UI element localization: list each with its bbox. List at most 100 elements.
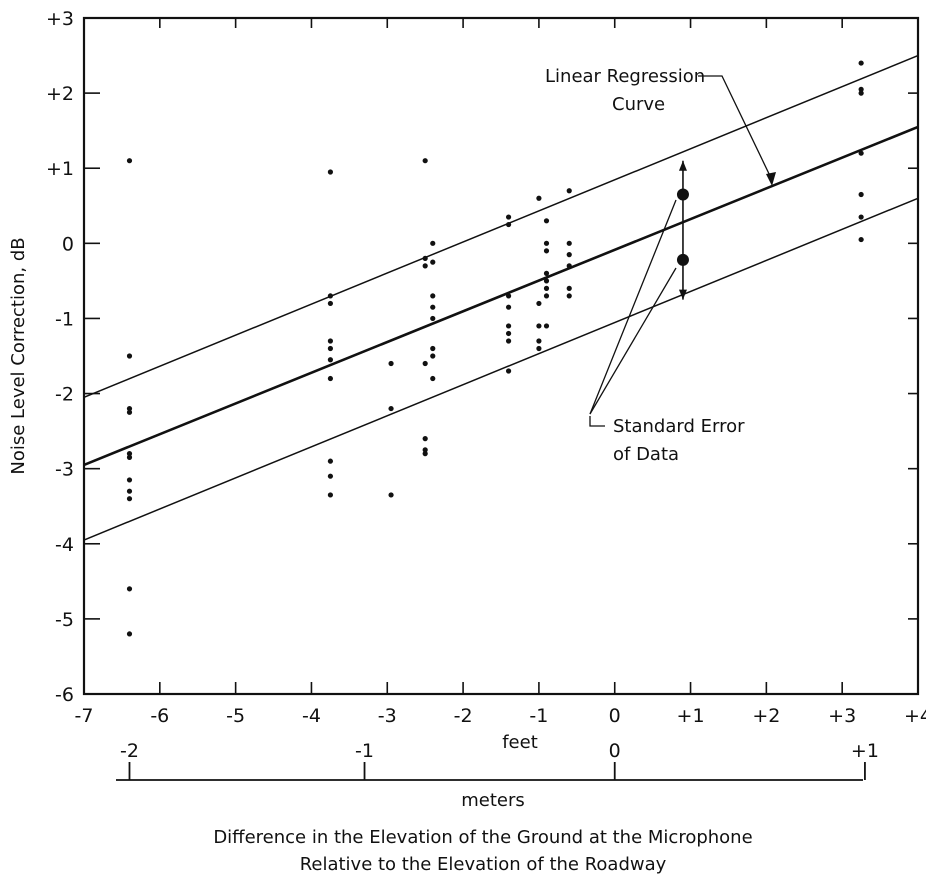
data-point: [126, 409, 133, 415]
data-point: [430, 353, 436, 359]
data-point: [422, 447, 428, 453]
standard-error-bar: [676, 160, 689, 300]
data-point: [388, 405, 394, 412]
data-point: [327, 345, 334, 352]
data-point: [430, 315, 436, 322]
error-annotation-arrow-lower: [589, 267, 677, 415]
data-point: [388, 360, 394, 367]
y-axis-title: Noise Level Correction, dB: [8, 237, 29, 474]
meter-axis: -2 -1 0 +1: [116, 740, 879, 781]
data-point: [422, 436, 428, 442]
y-tick-label: -4: [55, 534, 74, 556]
y-tick-label: -3: [55, 459, 74, 481]
meter-tick-label: -2: [120, 740, 139, 762]
meter-tick-label: -1: [355, 740, 374, 762]
data-point: [543, 293, 550, 299]
data-point: [327, 357, 334, 363]
x-axis-ticks: -7 -6 -5 -4 -3 -2 -1 0 +1 +2 +3 +4: [75, 18, 926, 727]
data-point: [126, 488, 133, 494]
x-tick-label: +1: [677, 705, 705, 727]
error-bar-top-arrow: [678, 160, 687, 171]
data-point: [327, 338, 334, 344]
data-point: [430, 304, 436, 310]
data-point: [126, 451, 133, 457]
data-point: [327, 375, 334, 382]
data-point: [858, 236, 864, 243]
standard-error-marker: [676, 188, 689, 201]
data-point: [422, 451, 428, 457]
data-point: [543, 270, 550, 276]
data-point: [126, 586, 133, 592]
error-annotation-line-1: Standard Error: [613, 416, 745, 437]
data-point: [858, 214, 864, 220]
data-point: [327, 169, 334, 175]
regression-line: [83, 125, 919, 467]
data-point: [126, 158, 133, 164]
data-point: [430, 375, 436, 382]
data-point: [536, 338, 542, 344]
x-tick-label: -5: [226, 705, 245, 727]
y-tick-label: -5: [55, 609, 74, 631]
data-point: [858, 86, 864, 92]
data-point: [126, 353, 133, 359]
data-point: [126, 496, 133, 502]
caption-line-2: Relative to the Elevation of the Roadway: [300, 854, 667, 875]
data-point: [327, 473, 334, 479]
x-tick-label: -7: [75, 705, 94, 727]
data-point: [536, 323, 542, 329]
x-axis-title: feet: [502, 732, 538, 753]
data-point: [566, 252, 572, 258]
data-point: [566, 293, 572, 299]
regression-annotation-line-2: Curve: [612, 94, 665, 115]
meter-tick-label: 0: [609, 740, 621, 762]
data-point: [422, 360, 428, 367]
data-point: [327, 458, 334, 464]
x-tick-label: -6: [150, 705, 169, 727]
caption-line-1: Difference in the Elevation of the Groun…: [213, 827, 752, 848]
error-annotation-line-2: of Data: [613, 444, 679, 465]
y-axis-ticks: +3 +2 +1 0 -1 -2 -3 -4 -5 -6: [46, 8, 918, 706]
x-tick-label: +2: [752, 705, 780, 727]
regression-annotation-arrowhead: [766, 172, 776, 186]
x-tick-label: 0: [609, 705, 621, 727]
standard-error-marker: [676, 253, 689, 266]
data-point: [543, 285, 550, 291]
data-point: [422, 158, 428, 164]
data-point: [422, 255, 428, 261]
data-point: [430, 240, 436, 246]
meter-axis-title: meters: [461, 790, 525, 811]
x-tick-label: +4: [904, 705, 926, 727]
x-tick-label: -2: [454, 705, 473, 727]
x-tick-label: -4: [302, 705, 321, 727]
data-point: [430, 345, 436, 352]
y-tick-label: -2: [55, 384, 74, 406]
x-tick-label: +3: [828, 705, 856, 727]
plot-frame: [82, 16, 920, 696]
data-point: [543, 278, 550, 284]
data-point: [126, 405, 133, 412]
data-point: [536, 300, 542, 307]
data-point: [505, 330, 512, 337]
data-point: [505, 304, 512, 310]
data-point: [566, 263, 572, 269]
data-point: [126, 454, 133, 460]
data-point: [543, 323, 550, 329]
upper-error-line: [83, 54, 919, 399]
regression-annotation-line-1: Linear Regression: [545, 66, 705, 87]
data-point: [505, 368, 512, 374]
data-point: [566, 240, 572, 246]
y-tick-label: +1: [46, 158, 74, 180]
data-point: [566, 285, 572, 291]
error-annotation-arrow-upper: [589, 199, 677, 415]
error-annotation-leader: [589, 416, 605, 427]
data-point: [388, 492, 394, 498]
data-point: [505, 338, 512, 344]
data-point: [327, 293, 334, 299]
data-point: [505, 221, 512, 228]
regression-annotation-leader: [698, 75, 773, 181]
y-tick-label: +2: [46, 83, 74, 105]
data-point: [536, 345, 542, 352]
data-point: [543, 248, 550, 254]
data-point: [327, 492, 334, 498]
